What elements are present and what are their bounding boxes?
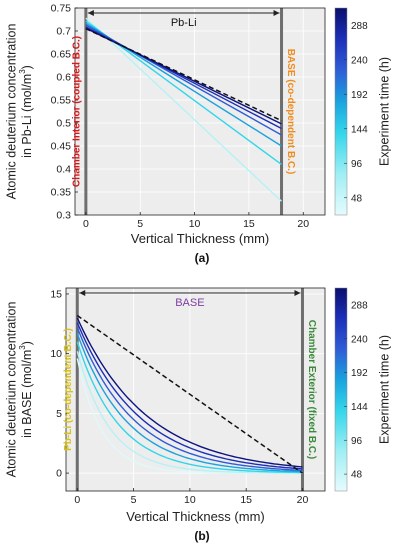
- colorbar-tick-label: 96: [351, 436, 363, 447]
- x-tick-label: 10: [184, 494, 196, 506]
- colorbar-bar: [334, 287, 348, 492]
- series-line-144h: [76, 333, 303, 473]
- y-axis-label-line2: in BASE (mol/m3): [18, 341, 34, 438]
- colorbar-tick-label: 240: [351, 55, 368, 66]
- series-line-48h: [76, 351, 303, 474]
- y-axis: 0.3 0.35 0.4 0.45 0.5 0.55 0.6 0.65 0.7 0.75: [51, 3, 78, 222]
- colorbar-tick-label: 192: [351, 90, 368, 101]
- y-axis: 0 5 10 15: [50, 288, 69, 480]
- reference-dashed-line: [85, 28, 282, 122]
- y-axis-label-line1: Atomic deuterium concentration: [4, 302, 18, 478]
- y-axis-label-superscript: 3: [18, 345, 27, 350]
- x-axis-label: Vertical Thickness (mm): [131, 231, 269, 246]
- panel-b: BASE 0 5 10 15 20 0 5 10 15 Vertical Thickness (mm…: [4, 287, 391, 543]
- y-axis-label-suffix: ): [20, 341, 34, 345]
- series-line-48h: [85, 17, 282, 202]
- y-tick-label: 0.45: [51, 141, 72, 153]
- colorbar-bar: [334, 7, 348, 216]
- x-tick-label: 5: [131, 494, 137, 506]
- plot-frame: [74, 7, 326, 216]
- colorbar-tick-label: 96: [351, 159, 363, 170]
- y-tick-label: 0.65: [51, 49, 72, 61]
- colorbar-tick-label: 48: [351, 193, 363, 204]
- y-axis-label-line1: Atomic deuterium concentration: [4, 24, 18, 200]
- panel-caption: (a): [195, 251, 210, 265]
- y-tick-label: 0.3: [56, 210, 71, 222]
- colorbar-label: Experiment time (h): [377, 57, 391, 166]
- colorbar: 48 96 144 192 240 288 Experiment time (h): [334, 287, 391, 492]
- y-axis-label-prefix: in Pb-Li (mol/m: [20, 74, 34, 158]
- y-tick-label: 15: [50, 288, 62, 300]
- y-tick-label: 0.55: [51, 95, 72, 107]
- y-tick-label: 10: [50, 348, 62, 360]
- series-lines: [76, 317, 303, 474]
- region-arrow-left-head: [87, 10, 94, 16]
- x-tick-label: 15: [243, 218, 255, 230]
- colorbar-tick-label: 144: [351, 402, 368, 413]
- colorbar-tick-label: 144: [351, 124, 368, 135]
- y-tick-label: 0.7: [56, 26, 71, 38]
- x-tick-label: 5: [137, 218, 143, 230]
- x-tick-label: 10: [189, 218, 201, 230]
- reference-dashed-line: [76, 314, 303, 474]
- panel-a: Pb-Li 0 5 10 15 20 0.3 0.35 0.4 0.45 0.5 0.55 0.6 0.6…: [4, 3, 391, 266]
- right-boundary-label: Chamber Exterior (fixed B.C.): [306, 320, 317, 459]
- series-line-240h: [76, 322, 303, 470]
- colorbar-tick-label: 288: [351, 21, 368, 32]
- colorbar-tick-label: 192: [351, 368, 368, 379]
- series-line-96h: [76, 341, 303, 474]
- region-arrow-right-head: [294, 290, 301, 296]
- y-axis-label-superscript: 3: [18, 69, 27, 74]
- region-arrow-left-head: [79, 290, 86, 296]
- x-tick-label: 20: [297, 218, 309, 230]
- y-tick-label: 0.75: [51, 3, 72, 15]
- series-line-288h: [76, 317, 303, 468]
- y-axis-label-line2: in Pb-Li (mol/m3): [18, 65, 34, 158]
- x-tick-label: 0: [74, 494, 80, 506]
- region-arrow-right-head: [273, 10, 280, 16]
- y-tick-label: 0.35: [51, 187, 72, 199]
- colorbar-label: Experiment time (h): [377, 335, 391, 444]
- x-axis-label: Vertical Thickness (mm): [126, 509, 264, 524]
- y-axis-label-prefix: in BASE (mol/m: [20, 350, 34, 438]
- region-label: Pb-Li: [171, 17, 197, 29]
- y-tick-label: 0: [56, 468, 62, 480]
- x-tick-label: 20: [297, 494, 309, 506]
- y-tick-label: 5: [56, 408, 62, 420]
- right-boundary-label: BASE (co-dependent B.C.): [285, 49, 296, 175]
- series-line-192h: [76, 327, 303, 472]
- x-tick-label: 15: [240, 494, 252, 506]
- plot-frame: [65, 287, 326, 492]
- x-tick-label: 0: [83, 218, 89, 230]
- colorbar-tick-label: 288: [351, 300, 368, 311]
- panel-caption: (b): [194, 529, 209, 543]
- x-axis: 0 5 10 15 20: [83, 212, 309, 230]
- y-axis-label-suffix: ): [20, 65, 34, 69]
- left-boundary-label: Pb-Li (co-dependent B.C.): [63, 328, 74, 451]
- left-boundary-label: Chamber Interior (coupled B.C.): [72, 36, 83, 187]
- y-tick-label: 0.5: [56, 118, 71, 130]
- colorbar-tick-label: 240: [351, 334, 368, 345]
- colorbar-tick-label: 48: [351, 470, 363, 481]
- x-axis: 0 5 10 15 20: [74, 488, 308, 506]
- region-label: BASE: [175, 297, 204, 309]
- y-tick-label: 0.6: [56, 72, 71, 84]
- colorbar: 48 96 144 192 240 288 Experiment time (h): [334, 7, 391, 216]
- y-tick-label: 0.4: [56, 164, 71, 176]
